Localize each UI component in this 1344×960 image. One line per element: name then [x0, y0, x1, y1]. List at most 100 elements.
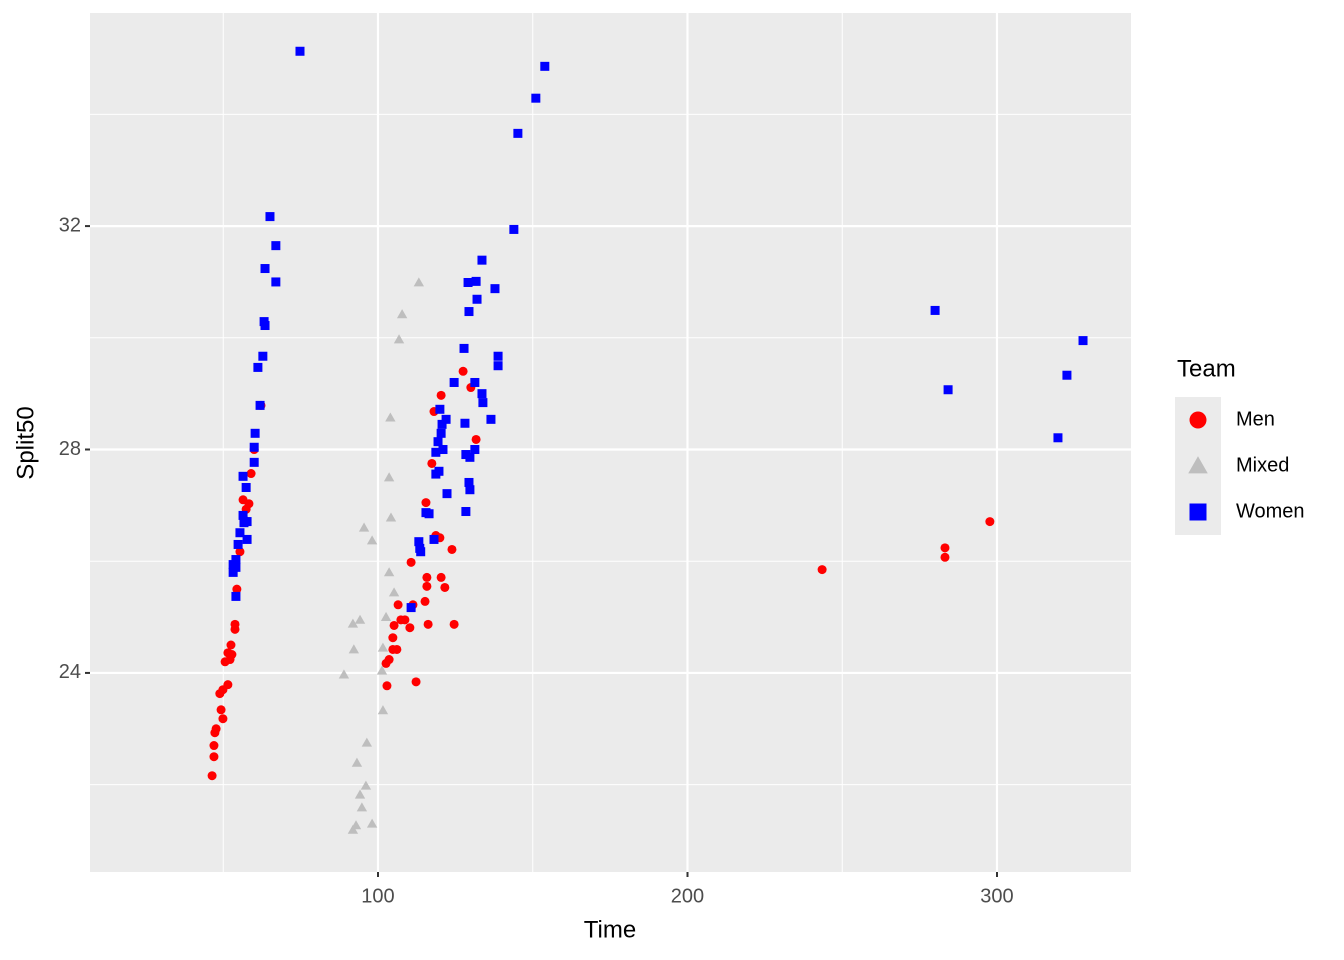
point — [493, 351, 503, 361]
point — [380, 611, 392, 621]
point — [216, 705, 226, 715]
point — [458, 366, 468, 376]
point — [406, 603, 416, 613]
point — [431, 447, 441, 457]
point — [493, 361, 503, 371]
point — [389, 620, 399, 630]
point — [400, 615, 410, 625]
point — [385, 512, 397, 522]
point — [436, 390, 446, 400]
point — [471, 434, 481, 444]
point — [1062, 370, 1072, 380]
point — [388, 587, 400, 597]
point — [249, 457, 259, 467]
point — [465, 485, 475, 495]
point — [464, 307, 474, 317]
point — [232, 584, 242, 594]
point — [422, 581, 432, 591]
point — [449, 619, 459, 629]
legend-title: Team — [1177, 355, 1236, 382]
point — [338, 669, 350, 679]
point — [414, 537, 424, 547]
point — [460, 418, 470, 428]
point — [231, 562, 241, 572]
point — [393, 600, 403, 610]
point — [223, 648, 233, 658]
point — [463, 278, 473, 288]
legend-label: Men — [1236, 408, 1275, 430]
point — [233, 539, 243, 549]
point — [415, 543, 425, 553]
point — [384, 655, 394, 665]
point — [413, 277, 425, 287]
point — [438, 445, 448, 455]
point — [295, 46, 305, 56]
point — [382, 681, 392, 691]
point — [437, 419, 447, 429]
point — [231, 555, 241, 565]
point — [255, 400, 265, 410]
y-tick-label: 28 — [59, 438, 81, 460]
point — [1053, 433, 1063, 443]
point — [461, 507, 471, 517]
point — [471, 276, 481, 286]
point — [433, 437, 443, 447]
point — [231, 591, 241, 601]
point — [383, 472, 395, 482]
panel — [90, 13, 1131, 872]
point — [207, 771, 217, 781]
x-axis-title: Time — [584, 916, 636, 943]
point — [242, 517, 252, 527]
point — [350, 820, 362, 830]
point — [509, 224, 519, 234]
y-tick-label: 24 — [59, 661, 81, 683]
legend-label: Mixed — [1236, 454, 1289, 476]
point — [242, 534, 252, 544]
point — [442, 489, 452, 499]
point — [985, 517, 995, 527]
point — [392, 644, 402, 654]
point — [421, 498, 431, 508]
point — [361, 737, 373, 747]
point — [246, 469, 256, 479]
point — [447, 544, 457, 554]
point — [250, 428, 260, 438]
point — [356, 802, 368, 812]
point — [271, 277, 281, 287]
point — [360, 780, 372, 790]
point — [441, 414, 451, 424]
point — [477, 389, 487, 399]
point — [464, 477, 474, 487]
point — [209, 752, 219, 762]
point — [940, 543, 950, 553]
point — [383, 567, 395, 577]
point — [424, 509, 434, 519]
point — [271, 241, 281, 251]
x-tick-label: 100 — [361, 885, 394, 907]
point — [1078, 336, 1088, 346]
point — [260, 321, 270, 331]
legend-key — [1188, 456, 1208, 474]
point — [490, 284, 500, 294]
legend-key — [1189, 503, 1207, 521]
point — [354, 614, 366, 624]
point — [470, 377, 480, 387]
point — [354, 789, 366, 799]
point — [478, 398, 488, 408]
point — [218, 714, 228, 724]
point — [241, 482, 251, 492]
point — [540, 61, 550, 71]
point — [253, 362, 263, 372]
point — [209, 741, 219, 751]
point — [388, 633, 398, 643]
point — [260, 264, 270, 274]
point — [377, 705, 389, 715]
point — [347, 618, 359, 628]
point — [440, 582, 450, 592]
point — [377, 642, 389, 652]
point — [470, 445, 480, 455]
x-tick-label: 300 — [980, 885, 1013, 907]
point — [223, 680, 233, 690]
legend-label: Women — [1236, 500, 1305, 522]
point — [427, 458, 437, 468]
